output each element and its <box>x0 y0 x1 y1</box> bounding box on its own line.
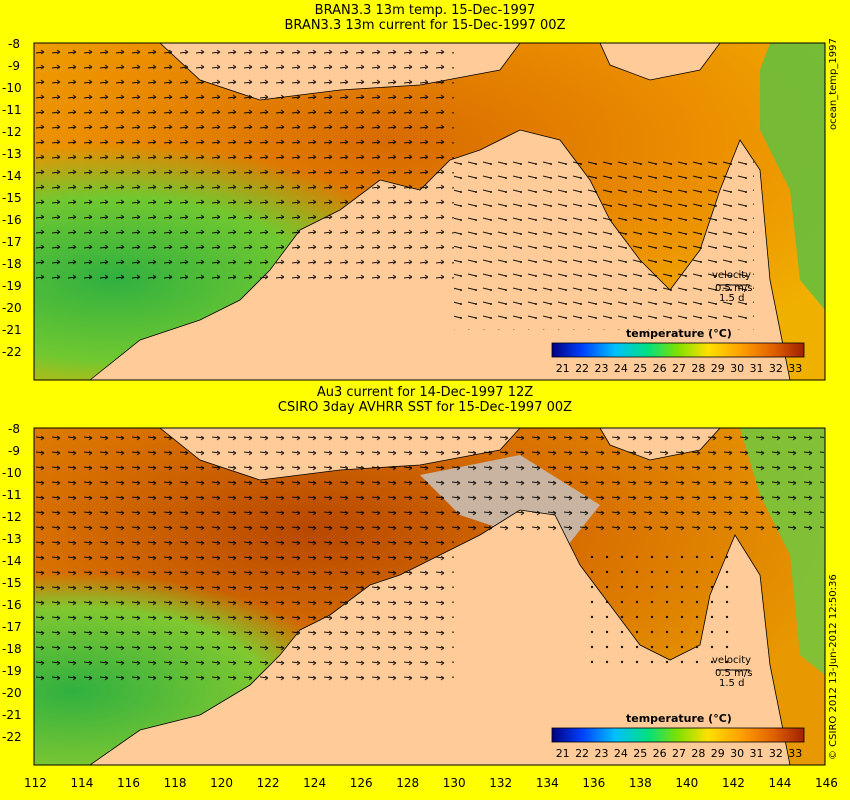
panel1-title-line2: BRAN3.3 13m current for 15-Dec-1997 00Z <box>284 18 566 33</box>
svg-text:-8: -8 <box>8 422 20 436</box>
x-tick-label: 124 <box>303 776 326 790</box>
panel1-y-axis: -8 -9 -10 -11 -12 -13 -14 -15 -16 -17 -1… <box>2 37 22 359</box>
svg-text:-15: -15 <box>2 576 22 590</box>
x-tick-label: 130 <box>443 776 466 790</box>
svg-text:-22: -22 <box>2 730 22 744</box>
x-tick-label: 134 <box>536 776 559 790</box>
svg-text:-14: -14 <box>2 554 22 568</box>
svg-text:-20: -20 <box>2 686 22 700</box>
svg-text:-22: -22 <box>2 345 22 359</box>
x-tick-label: 120 <box>210 776 233 790</box>
colorbar-tick-label: 26 <box>653 747 667 760</box>
colorbar-tick-label: 30 <box>730 362 744 375</box>
panel1-title-line1: BRAN3.3 13m temp. 15-Dec-1997 <box>314 3 536 18</box>
svg-text:velocity: velocity <box>712 655 751 666</box>
svg-text:-20: -20 <box>2 301 22 315</box>
svg-text:-18: -18 <box>2 642 22 656</box>
x-tick-label: 144 <box>768 776 791 790</box>
svg-text:-13: -13 <box>2 532 22 546</box>
svg-text:-17: -17 <box>2 620 22 634</box>
panel1-side-label: ocean_temp_1997 <box>828 38 839 130</box>
colorbar-tick-label: 24 <box>614 747 628 760</box>
x-tick-label: 136 <box>582 776 605 790</box>
panel2-title-line1: Au3 current for 14-Dec-1997 12Z <box>316 385 534 400</box>
panel2-y-axis: -8 -9 -10 -11 -12 -13 -14 -15 -16 -17 -1… <box>2 422 22 744</box>
svg-text:-13: -13 <box>2 147 22 161</box>
x-tick-label: 112 <box>24 776 47 790</box>
svg-text:-17: -17 <box>2 235 22 249</box>
colorbar-tick-label: 22 <box>575 747 589 760</box>
colorbar-tick-label: 27 <box>672 747 686 760</box>
svg-text:-12: -12 <box>2 125 22 139</box>
panel1-velocity-legend: velocity 0.5 m/s 1.5 d <box>712 270 752 304</box>
x-tick-label: 122 <box>257 776 280 790</box>
svg-text:-11: -11 <box>2 488 22 502</box>
x-tick-label: 146 <box>815 776 838 790</box>
panel2-map: -8 -9 -10 -11 -12 -13 -14 -15 -16 -17 -1… <box>2 422 838 790</box>
colorbar-tick-label: 25 <box>633 362 647 375</box>
panel2-colorbar: temperature (°C) 21 22 23 24 25 26 27 28 29 30 31 3… <box>551 712 805 760</box>
svg-text:temperature (°C): temperature (°C) <box>626 327 732 340</box>
colorbar-tick-label: 29 <box>711 362 725 375</box>
svg-text:-16: -16 <box>2 598 22 612</box>
svg-text:velocity: velocity <box>712 270 751 281</box>
svg-text:-11: -11 <box>2 103 22 117</box>
svg-text:temperature (°C): temperature (°C) <box>626 712 732 725</box>
svg-text:-10: -10 <box>2 466 22 480</box>
colorbar-tick-label: 22 <box>575 362 589 375</box>
svg-text:0.5 m/s: 0.5 m/s <box>715 668 752 679</box>
panel1-colorbar: temperature (°C) 21 22 23 24 25 26 27 28 29 30 31 3… <box>551 327 805 375</box>
colorbar-tick-label: 25 <box>633 747 647 760</box>
svg-text:-16: -16 <box>2 213 22 227</box>
svg-text:-21: -21 <box>2 708 22 722</box>
colorbar-tick-label: 24 <box>614 362 628 375</box>
svg-text:-21: -21 <box>2 323 22 337</box>
svg-text:-15: -15 <box>2 191 22 205</box>
panel1-map: -8 -9 -10 -11 -12 -13 -14 -15 -16 -17 -1… <box>2 37 826 381</box>
colorbar-tick-label: 27 <box>672 362 686 375</box>
colorbar-tick-label: 31 <box>750 362 764 375</box>
svg-text:-12: -12 <box>2 510 22 524</box>
colorbar-tick-label: 31 <box>750 747 764 760</box>
colorbar-tick-label: 28 <box>691 362 705 375</box>
colorbar-tick-label: 21 <box>556 362 570 375</box>
colorbar-tick-label: 30 <box>730 747 744 760</box>
svg-text:0.5 m/s: 0.5 m/s <box>715 283 752 294</box>
panel2-velocity-legend: velocity 0.5 m/s 1.5 d <box>712 655 752 689</box>
panel2-side-label: © CSIRO 2012 13-Jun-2012 12:50:36 <box>828 574 839 760</box>
x-tick-label: 128 <box>396 776 419 790</box>
x-tick-label: 142 <box>722 776 745 790</box>
svg-text:-14: -14 <box>2 169 22 183</box>
colorbar-tick-label: 21 <box>556 747 570 760</box>
panel2-title-line2: CSIRO 3day AVHRR SST for 15-Dec-1997 00Z <box>277 400 573 415</box>
colorbar-tick-label: 29 <box>711 747 725 760</box>
svg-text:-10: -10 <box>2 81 22 95</box>
svg-text:-19: -19 <box>2 664 22 678</box>
x-tick-label: 138 <box>629 776 652 790</box>
colorbar-tick-label: 23 <box>594 362 608 375</box>
svg-text:1.5 d: 1.5 d <box>719 293 744 304</box>
colorbar-tick-label: 32 <box>769 362 783 375</box>
x-tick-label: 140 <box>675 776 698 790</box>
x-axis: 112 114 116 118 120 122 124 126 128 130 132 134 136 1… <box>24 776 838 790</box>
colorbar-tick-label: 28 <box>691 747 705 760</box>
x-tick-label: 116 <box>117 776 140 790</box>
svg-text:1.5 d: 1.5 d <box>719 678 744 689</box>
colorbar-tick-label: 33 <box>788 747 802 760</box>
x-tick-label: 126 <box>350 776 373 790</box>
svg-text:-9: -9 <box>8 444 20 458</box>
svg-text:-8: -8 <box>8 37 20 51</box>
x-tick-label: 118 <box>164 776 187 790</box>
colorbar-tick-label: 32 <box>769 747 783 760</box>
svg-text:-19: -19 <box>2 279 22 293</box>
colorbar-tick-label: 33 <box>788 362 802 375</box>
colorbar-tick-label: 23 <box>594 747 608 760</box>
svg-text:-9: -9 <box>8 59 20 73</box>
colorbar-tick-label: 26 <box>653 362 667 375</box>
svg-text:-18: -18 <box>2 257 22 271</box>
x-tick-label: 114 <box>71 776 94 790</box>
x-tick-label: 132 <box>489 776 512 790</box>
